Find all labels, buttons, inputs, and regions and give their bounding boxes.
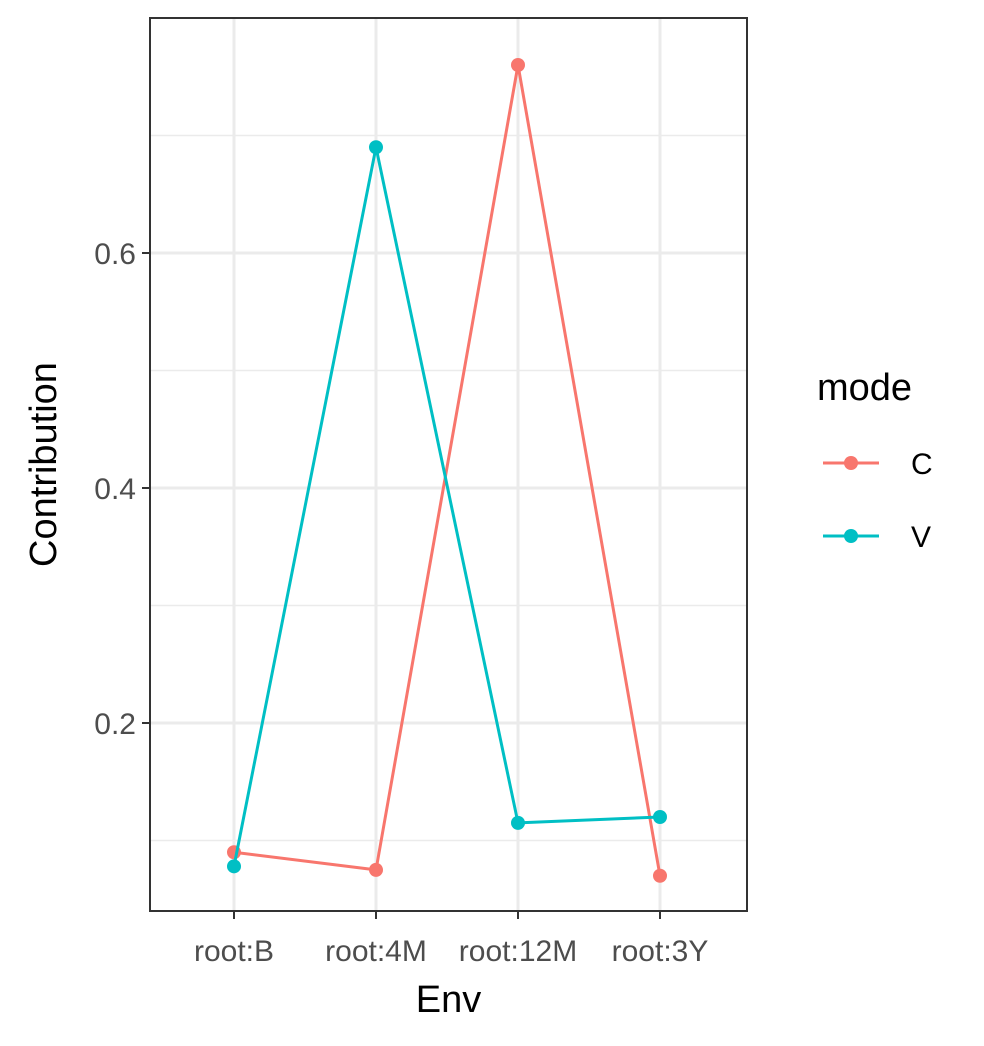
x-tick-labels: root:B root:4M root:12M root:3Y: [194, 935, 708, 968]
x-tick-label: root:12M: [459, 935, 577, 968]
data-point-c: [369, 862, 383, 877]
data-point-c: [653, 868, 667, 883]
x-tick-label: root:B: [194, 935, 274, 968]
x-tick-label: root:3Y: [612, 935, 709, 968]
legend-label-c: C: [911, 448, 933, 481]
y-tick-label: 0.2: [94, 708, 136, 741]
x-axis-title: Env: [416, 979, 481, 1021]
legend-key-point-v: [844, 529, 858, 543]
data-point-v: [369, 140, 383, 155]
series-line-v: [232, 145, 661, 867]
y-tick-label: 0.6: [94, 238, 136, 271]
series-line-c: [233, 63, 662, 877]
legend-key-point-c: [844, 456, 858, 470]
y-tick-label: 0.4: [94, 473, 136, 506]
minor-gridlines: [150, 134, 747, 842]
data-point-v: [653, 810, 667, 824]
legend-title: mode: [817, 367, 912, 409]
panel-border: [149, 17, 748, 912]
legend-items: CV: [823, 448, 933, 554]
legend-label-v: V: [911, 521, 931, 554]
y-axis-title: Contribution: [23, 362, 65, 567]
x-tick-label: root:4M: [325, 935, 427, 968]
data-point-v: [227, 859, 241, 874]
axis-ticks: [142, 252, 661, 919]
data-point-c: [511, 58, 525, 72]
series-layer: [227, 58, 667, 883]
data-point-v: [511, 815, 525, 830]
y-tick-labels: 0.2 0.4 0.6: [94, 238, 136, 741]
legend: mode CV: [817, 367, 933, 554]
